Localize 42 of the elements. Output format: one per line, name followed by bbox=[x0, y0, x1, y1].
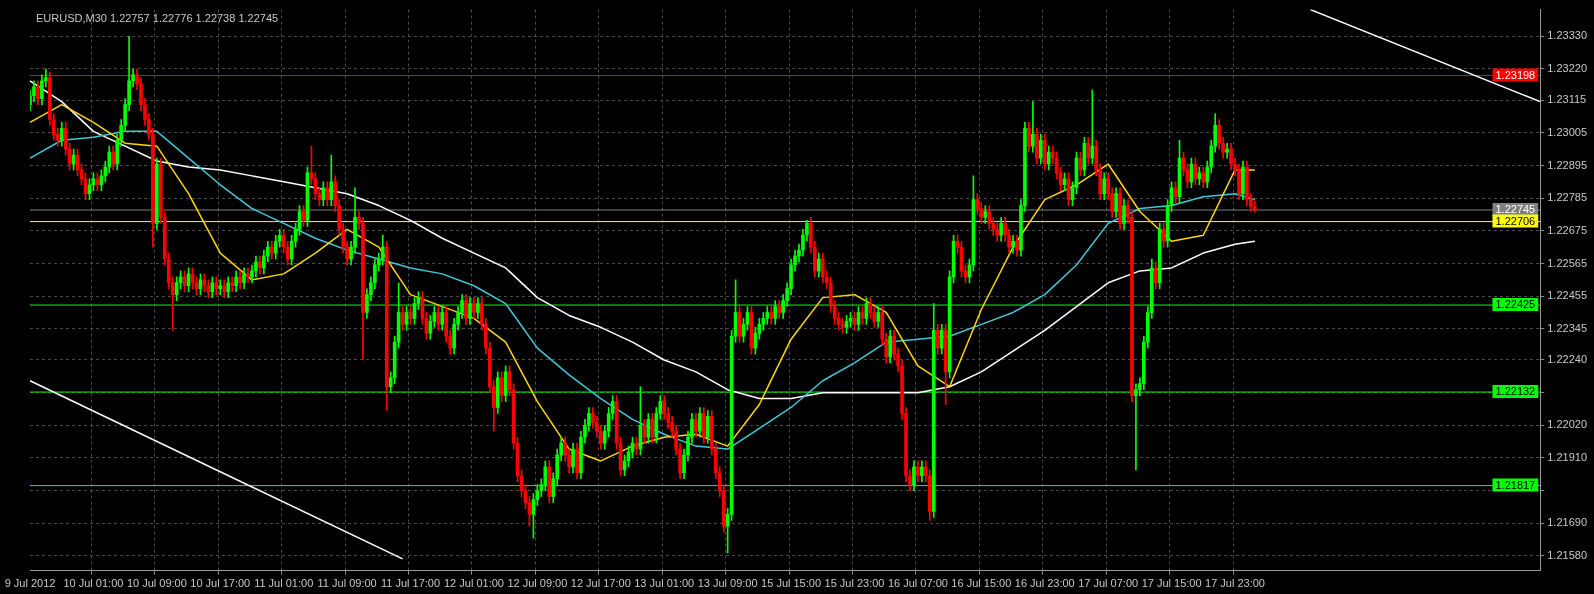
ref-line-label: 1.22425 bbox=[1495, 298, 1536, 311]
x-tick-label: 17 Jul 07:00 bbox=[1078, 577, 1139, 590]
x-tick-label: 11 Jul 01:00 bbox=[254, 577, 314, 590]
x-tick-label: 13 Jul 09:00 bbox=[697, 577, 758, 590]
ref-line-label: 1.23198 bbox=[1495, 68, 1536, 81]
x-tick-label: 15 Jul 15:00 bbox=[761, 577, 822, 590]
y-tick-label: 1.22345 bbox=[1547, 321, 1587, 334]
x-tick-label: 9 Jul 2012 bbox=[4, 577, 56, 590]
chart-title: EURUSD,M30 1.22757 1.22776 1.22738 1.22745 bbox=[36, 12, 279, 25]
ref-line-label: 1.22706 bbox=[1495, 214, 1536, 227]
x-tick-label: 10 Jul 09:00 bbox=[126, 577, 187, 590]
y-tick-label: 1.23220 bbox=[1547, 62, 1587, 75]
y-tick-label: 1.21690 bbox=[1547, 516, 1587, 529]
x-tick-label: 12 Jul 09:00 bbox=[507, 577, 568, 590]
ref-line-label: 1.21817 bbox=[1495, 478, 1536, 491]
y-tick-label: 1.22240 bbox=[1547, 353, 1587, 366]
x-tick-label: 17 Jul 23:00 bbox=[1205, 577, 1265, 590]
x-tick-label: 12 Jul 17:00 bbox=[570, 577, 631, 590]
y-tick-label: 1.21580 bbox=[1547, 548, 1587, 561]
y-tick-label: 1.22565 bbox=[1547, 256, 1587, 269]
y-tick-label: 1.22675 bbox=[1547, 223, 1587, 236]
x-tick-label: 17 Jul 15:00 bbox=[1141, 577, 1202, 590]
x-tick-label: 10 Jul 01:00 bbox=[63, 577, 124, 590]
y-tick-label: 1.23005 bbox=[1547, 125, 1587, 138]
x-tick-label: 11 Jul 17:00 bbox=[380, 577, 441, 590]
ref-line-label: 1.22745 bbox=[1495, 203, 1536, 216]
x-tick-label: 10 Jul 17:00 bbox=[190, 577, 251, 590]
y-tick-label: 1.22455 bbox=[1547, 289, 1587, 302]
y-tick-label: 1.23115 bbox=[1547, 93, 1587, 106]
y-tick-label: 1.22895 bbox=[1547, 158, 1587, 171]
x-tick-label: 13 Jul 01:00 bbox=[634, 577, 695, 590]
x-tick-label: 16 Jul 15:00 bbox=[951, 577, 1012, 590]
x-tick-label: 15 Jul 23:00 bbox=[824, 577, 885, 590]
x-tick-label: 11 Jul 09:00 bbox=[317, 577, 377, 590]
y-tick-label: 1.22020 bbox=[1547, 418, 1587, 431]
y-tick-label: 1.23330 bbox=[1547, 29, 1587, 42]
y-tick-label: 1.22785 bbox=[1547, 191, 1587, 204]
y-tick-label: 1.21910 bbox=[1547, 451, 1587, 463]
x-tick-label: 16 Jul 07:00 bbox=[887, 577, 948, 590]
ref-line-label: 1.22132 bbox=[1495, 385, 1536, 398]
x-tick-label: 16 Jul 23:00 bbox=[1014, 577, 1075, 590]
x-tick-label: 12 Jul 01:00 bbox=[443, 577, 504, 590]
